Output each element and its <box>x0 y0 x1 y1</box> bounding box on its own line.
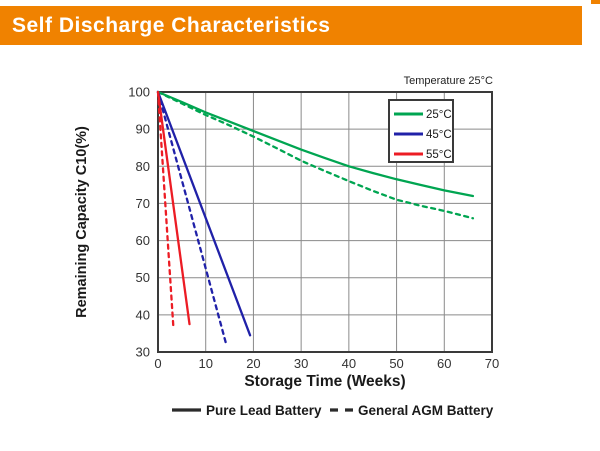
y-axis-title: Remaining Capacity C10(%) <box>74 126 90 318</box>
y-tick-label: 50 <box>136 270 150 285</box>
chart-series <box>156 90 475 344</box>
top-right-accent-chip <box>591 0 600 4</box>
temperature-legend: 25°C 45°C 55°C <box>388 99 454 163</box>
pure-lead-battery-label: Pure Lead Battery <box>206 403 322 418</box>
y-tick-label: 90 <box>136 122 150 137</box>
y-tick-label: 40 <box>136 307 150 322</box>
series-line-45C-pure-lead <box>156 90 252 337</box>
legend-box <box>388 99 454 163</box>
x-tick-label: 70 <box>485 356 499 371</box>
y-tick-label: 80 <box>136 159 150 174</box>
x-tick-label: 60 <box>437 356 451 371</box>
legend-entry-label: 45°C <box>426 129 452 141</box>
x-tick-label: 0 <box>154 356 161 371</box>
y-tick-label: 100 <box>128 85 150 100</box>
y-axis-tick-labels: 30 40 50 60 70 80 90 100 <box>128 85 150 360</box>
x-tick-label: 50 <box>389 356 403 371</box>
series-line-45C-agm <box>156 90 227 344</box>
x-tick-label: 40 <box>342 356 356 371</box>
x-tick-label: 20 <box>246 356 260 371</box>
y-tick-label: 60 <box>136 233 150 248</box>
x-axis-tick-labels: 0 10 20 30 40 50 60 70 <box>154 356 499 371</box>
y-tick-label: 30 <box>136 345 150 360</box>
x-axis-title: Storage Time (Weeks) <box>244 373 405 390</box>
x-tick-label: 30 <box>294 356 308 371</box>
series-line-25C-pure-lead <box>156 90 475 198</box>
legend-entry-label: 55°C <box>426 149 452 161</box>
legend-entries: 25°C 45°C 55°C <box>394 109 452 161</box>
general-agm-battery-label: General AGM Battery <box>358 403 494 418</box>
legend-entry-label: 25°C <box>426 109 452 121</box>
battery-type-legend: Pure Lead Battery General AGM Battery <box>172 403 494 418</box>
series-line-55C-agm <box>156 90 175 328</box>
page-title: Self Discharge Characteristics <box>12 13 331 37</box>
x-tick-label: 10 <box>198 356 212 371</box>
series-line-55C-pure-lead <box>156 90 191 326</box>
y-tick-label: 70 <box>136 196 150 211</box>
title-bar: Self Discharge Characteristics <box>0 6 582 45</box>
plot-border <box>157 91 493 353</box>
temperature-annotation: Temperature 25°C <box>404 75 493 87</box>
series-line-25C-agm <box>156 90 475 220</box>
